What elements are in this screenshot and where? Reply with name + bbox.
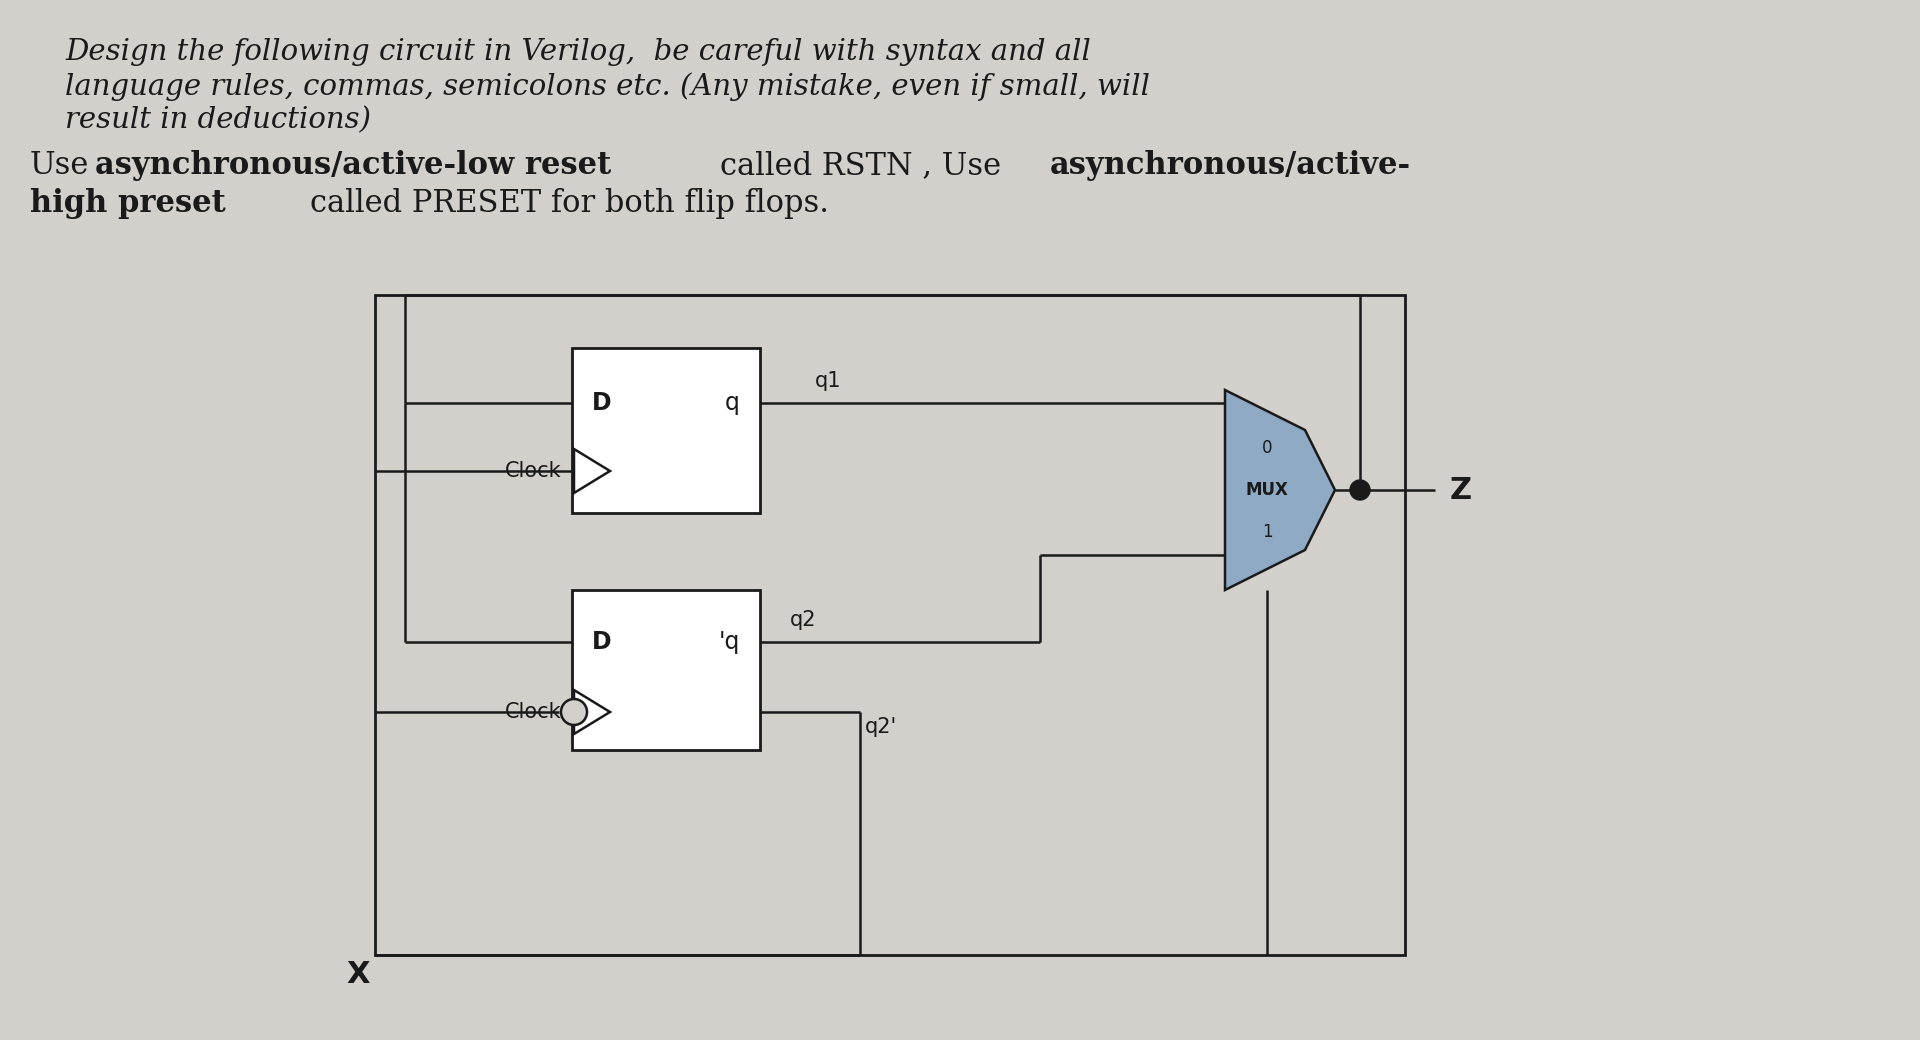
Text: Clock: Clock [505,702,563,722]
Text: q1: q1 [814,371,841,391]
Bar [374,295,1405,955]
Text: result in deductions): result in deductions) [65,106,371,134]
Text: X: X [346,960,371,989]
Text: high preset: high preset [31,188,227,219]
Text: Z: Z [1450,475,1473,504]
Bar [572,348,760,513]
Text: Use: Use [31,150,90,181]
Text: D: D [591,391,612,415]
Text: D: D [591,630,612,654]
Text: q: q [726,391,739,415]
Text: 'q: 'q [718,630,739,654]
Text: asynchronous/active-low reset: asynchronous/active-low reset [94,150,611,181]
Text: 1: 1 [1261,523,1273,541]
Text: called RSTN , Use: called RSTN , Use [720,150,1000,181]
Polygon shape [574,690,611,734]
Polygon shape [1225,390,1334,590]
Text: q2': q2' [866,717,897,737]
Circle shape [561,699,588,725]
Polygon shape [574,449,611,493]
Text: called PRESET for both flip flops.: called PRESET for both flip flops. [309,188,829,219]
Circle shape [1350,480,1371,500]
Text: 0: 0 [1261,439,1273,457]
Text: q2: q2 [789,610,816,630]
Bar [572,590,760,750]
Text: Clock: Clock [505,461,563,482]
Text: MUX: MUX [1246,482,1288,499]
Text: Design the following circuit in Verilog,  be careful with syntax and all: Design the following circuit in Verilog,… [65,38,1091,66]
Text: language rules, commas, semicolons etc. (Any mistake, even if small, will: language rules, commas, semicolons etc. … [65,72,1150,101]
Text: asynchronous/active-: asynchronous/active- [1050,150,1411,181]
